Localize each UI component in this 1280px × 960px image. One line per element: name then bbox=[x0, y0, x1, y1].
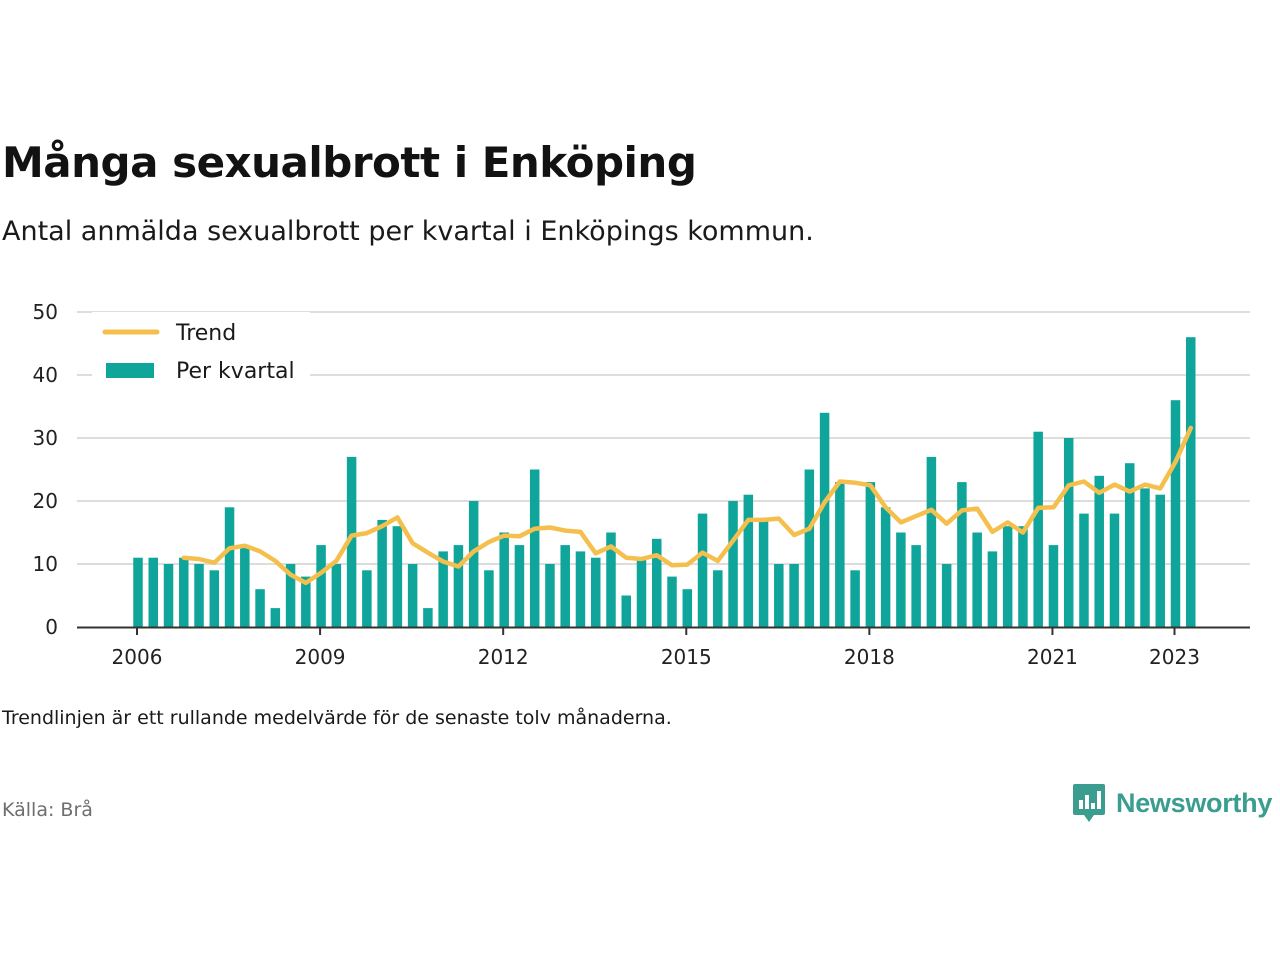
bar bbox=[743, 494, 754, 627]
bar bbox=[697, 513, 708, 627]
newsworthy-logo-icon bbox=[1073, 784, 1105, 822]
y-tick-label: 40 bbox=[33, 363, 58, 387]
bar bbox=[667, 576, 677, 627]
bar bbox=[652, 538, 662, 627]
bar bbox=[1063, 438, 1074, 627]
bar bbox=[1002, 526, 1013, 627]
source-label: Källa: Brå bbox=[2, 799, 93, 821]
y-tick-label: 10 bbox=[33, 552, 58, 576]
bar bbox=[346, 456, 357, 627]
bar bbox=[1170, 400, 1181, 627]
bar bbox=[1155, 494, 1166, 627]
bar bbox=[560, 545, 570, 627]
y-tick-label: 20 bbox=[33, 489, 58, 513]
x-tick-label: 2018 bbox=[844, 645, 895, 669]
bar bbox=[606, 532, 616, 627]
x-tick-label: 2015 bbox=[661, 645, 712, 669]
bar bbox=[590, 557, 601, 627]
bar bbox=[331, 564, 342, 627]
legend-label-trend: Trend bbox=[175, 321, 236, 346]
bar bbox=[209, 570, 220, 627]
bar bbox=[819, 412, 830, 627]
bar bbox=[529, 469, 540, 627]
trend-line bbox=[181, 425, 1194, 586]
bar bbox=[270, 608, 281, 627]
bar bbox=[240, 545, 250, 627]
bar bbox=[255, 589, 265, 627]
bar bbox=[438, 551, 448, 627]
legend-bar-swatch bbox=[106, 363, 154, 378]
bar bbox=[1140, 488, 1150, 627]
chart-title: Många sexualbrott i Enköping bbox=[2, 138, 697, 187]
bar bbox=[301, 576, 311, 627]
bar bbox=[224, 507, 235, 627]
bar bbox=[484, 570, 494, 627]
x-tick-label: 2021 bbox=[1027, 645, 1078, 669]
bar bbox=[499, 532, 509, 627]
y-tick-label: 30 bbox=[33, 426, 58, 450]
chart-note: Trendlinjen är ett rullande medelvärde f… bbox=[2, 707, 672, 729]
bar bbox=[911, 545, 921, 627]
bar bbox=[194, 564, 204, 627]
bar bbox=[1033, 431, 1043, 627]
bar bbox=[972, 532, 982, 627]
bar bbox=[133, 557, 143, 627]
bar bbox=[957, 482, 967, 627]
y-tick-label: 0 bbox=[45, 615, 58, 639]
bar bbox=[1048, 545, 1059, 627]
bar bbox=[468, 501, 479, 627]
bar bbox=[575, 551, 586, 627]
bar bbox=[850, 570, 860, 627]
bar bbox=[407, 564, 418, 627]
bar bbox=[728, 501, 738, 627]
bar bbox=[926, 456, 937, 627]
bar bbox=[1018, 526, 1028, 627]
brand-logo[interactable]: Newsworthy bbox=[1072, 783, 1272, 823]
bar bbox=[362, 570, 372, 627]
bar bbox=[514, 545, 525, 627]
bar bbox=[545, 564, 555, 627]
bar bbox=[987, 551, 998, 627]
bar bbox=[774, 564, 784, 627]
bar bbox=[804, 469, 815, 627]
bar bbox=[636, 557, 647, 627]
legend-background bbox=[92, 312, 310, 392]
bar bbox=[423, 608, 433, 627]
bar bbox=[1124, 463, 1135, 627]
bar bbox=[1079, 513, 1089, 627]
bar bbox=[1094, 475, 1104, 627]
x-tick-label: 2012 bbox=[478, 645, 529, 669]
bar bbox=[880, 507, 891, 627]
bar bbox=[713, 570, 723, 627]
bar bbox=[941, 564, 952, 627]
bar bbox=[163, 564, 174, 627]
bar bbox=[835, 482, 845, 627]
bar bbox=[865, 482, 876, 627]
bar bbox=[392, 526, 403, 627]
bar bbox=[453, 545, 464, 627]
x-tick-label: 2006 bbox=[112, 645, 163, 669]
bar bbox=[682, 589, 693, 627]
bar bbox=[285, 564, 296, 627]
bar bbox=[621, 595, 631, 627]
bar bbox=[896, 532, 906, 627]
chart-svg: 0 10 20 30 40 50 2006 2009 2012 2015 2018 2021 2023 T… bbox=[33, 300, 1250, 669]
y-tick-label: 50 bbox=[33, 300, 58, 324]
bar bbox=[1186, 337, 1196, 627]
legend-label-per-kvartal: Per kvartal bbox=[176, 359, 295, 384]
bar bbox=[377, 519, 387, 627]
brand-name: Newsworthy bbox=[1116, 787, 1273, 818]
x-tick-label: 2009 bbox=[295, 645, 346, 669]
bar bbox=[179, 557, 189, 627]
bar bbox=[1109, 513, 1120, 627]
bar bbox=[148, 557, 159, 627]
bar bbox=[789, 564, 799, 627]
bar bbox=[316, 545, 326, 627]
bar bbox=[758, 519, 769, 627]
chart-subtitle: Antal anmälda sexualbrott per kvartal i … bbox=[2, 216, 814, 247]
x-tick-label: 2023 bbox=[1149, 645, 1200, 669]
